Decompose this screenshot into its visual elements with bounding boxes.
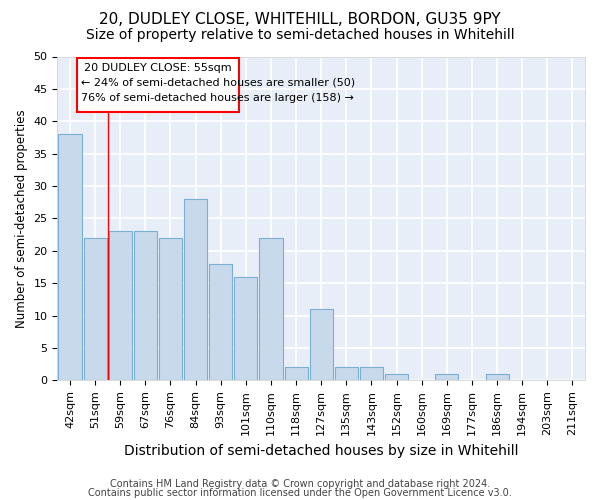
Text: ← 24% of semi-detached houses are smaller (50): ← 24% of semi-detached houses are smalle…	[81, 77, 355, 87]
Bar	[360, 368, 383, 380]
Bar	[159, 238, 182, 380]
Bar	[109, 232, 132, 380]
Bar	[485, 374, 509, 380]
Bar	[83, 238, 107, 380]
Y-axis label: Number of semi-detached properties: Number of semi-detached properties	[15, 109, 28, 328]
Bar	[385, 374, 408, 380]
Text: 76% of semi-detached houses are larger (158) →: 76% of semi-detached houses are larger (…	[81, 94, 353, 104]
Text: Size of property relative to semi-detached houses in Whitehill: Size of property relative to semi-detach…	[86, 28, 514, 42]
Text: Contains public sector information licensed under the Open Government Licence v3: Contains public sector information licen…	[88, 488, 512, 498]
Bar	[259, 238, 283, 380]
Bar	[310, 309, 333, 380]
Bar	[134, 232, 157, 380]
Bar	[184, 199, 207, 380]
Bar	[209, 264, 232, 380]
Text: 20 DUDLEY CLOSE: 55sqm: 20 DUDLEY CLOSE: 55sqm	[84, 63, 232, 73]
Bar	[435, 374, 458, 380]
Text: Contains HM Land Registry data © Crown copyright and database right 2024.: Contains HM Land Registry data © Crown c…	[110, 479, 490, 489]
Bar	[234, 277, 257, 380]
Bar	[335, 368, 358, 380]
Text: 20, DUDLEY CLOSE, WHITEHILL, BORDON, GU35 9PY: 20, DUDLEY CLOSE, WHITEHILL, BORDON, GU3…	[99, 12, 501, 28]
Bar	[58, 134, 82, 380]
FancyBboxPatch shape	[77, 58, 239, 112]
Bar	[284, 368, 308, 380]
X-axis label: Distribution of semi-detached houses by size in Whitehill: Distribution of semi-detached houses by …	[124, 444, 518, 458]
